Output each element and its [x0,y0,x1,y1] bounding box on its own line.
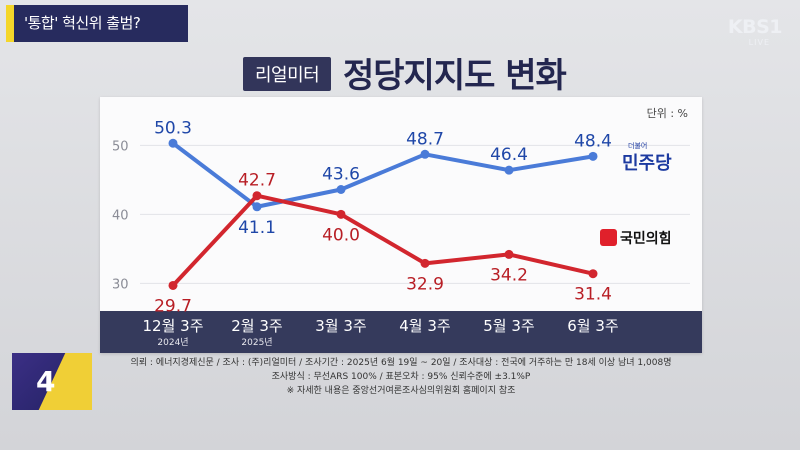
live-label: LIVE [748,38,770,47]
x-tick-sublabel: 2025년 [241,338,273,348]
data-point [420,258,430,268]
unit-label: 단위 : % [646,107,688,120]
series-line-0 [171,141,594,209]
data-label: 43.6 [322,165,360,185]
legend-ppp-label: 국민의힘 [620,231,672,247]
footnote-line: 의뢰 : 에너지경제신문 / 조사 : (주)리얼미터 / 조사기간 : 202… [130,358,672,368]
data-label: 48.7 [406,129,444,149]
segment-number: 4 [36,365,56,398]
legend-minjoo: 민주당 [622,153,672,174]
data-label: 50.3 [154,118,192,138]
data-point [168,138,178,148]
data-label: 46.4 [490,145,528,165]
data-point [588,269,598,279]
segment-number-icon: 4 [12,353,92,410]
data-point [336,209,346,219]
topic-banner: '통합' 혁신위 출범? [6,5,188,42]
data-label: 41.1 [238,218,276,238]
x-tick-label: 5월 3주 [483,317,535,335]
data-point [252,191,262,201]
data-label: 48.4 [574,131,612,151]
data-label: 32.9 [406,274,444,294]
y-tick-label: 30 [112,277,129,292]
line-chart: 30 40 50 50.3 41.1 43.6 48.7 46.4 48.4 29.7 42.7 40… [112,118,690,316]
x-tick-sublabel: 2024년 [157,338,189,348]
data-point [252,202,262,212]
data-point [504,249,514,259]
x-tick-label: 2월 3주 [231,317,283,335]
data-point [336,185,346,195]
broadcaster-logo: KBS1 [727,16,783,38]
y-tick-label: 50 [112,139,129,154]
chart-card: 단위 : % 30 40 50 50.3 41.1 43.6 48.7 46.4 48.4 29.… [100,97,702,353]
data-label: 29.7 [154,296,192,316]
series-line-1 [171,193,594,287]
source-badge: 리얼미터 [243,57,332,91]
legend-ppp: 국민의힘 [600,228,672,248]
data-label: 34.2 [490,265,528,285]
data-point [588,151,598,161]
data-point [504,165,514,175]
footnote-line: ※ 자세한 내용은 중앙선거여론조사심의위원회 홈페이지 참조 [286,386,516,396]
footnotes: 의뢰 : 에너지경제신문 / 조사 : (주)리얼미터 / 조사기간 : 202… [100,356,702,398]
x-tick-label: 4월 3주 [399,317,451,335]
x-tick-label: 6월 3주 [567,317,619,335]
x-axis-band [100,311,702,353]
data-label: 31.4 [574,285,612,305]
footnote-line: 조사방식 : 무선ARS 100% / 표본오차 : 95% 신뢰수준에 ±3.… [271,372,531,382]
data-point [420,149,430,159]
x-tick-label: 3월 3주 [315,317,367,335]
data-label: 42.7 [238,171,276,191]
y-tick-label: 40 [112,208,129,223]
data-label: 40.0 [322,225,360,245]
data-point [168,280,178,290]
ppp-logo-icon [600,229,617,246]
legend-minjoo-small: 더불어 [628,142,648,150]
chart-title: 정당지지도 변화 [343,56,567,96]
x-tick-label: 12월 3주 [142,317,204,335]
